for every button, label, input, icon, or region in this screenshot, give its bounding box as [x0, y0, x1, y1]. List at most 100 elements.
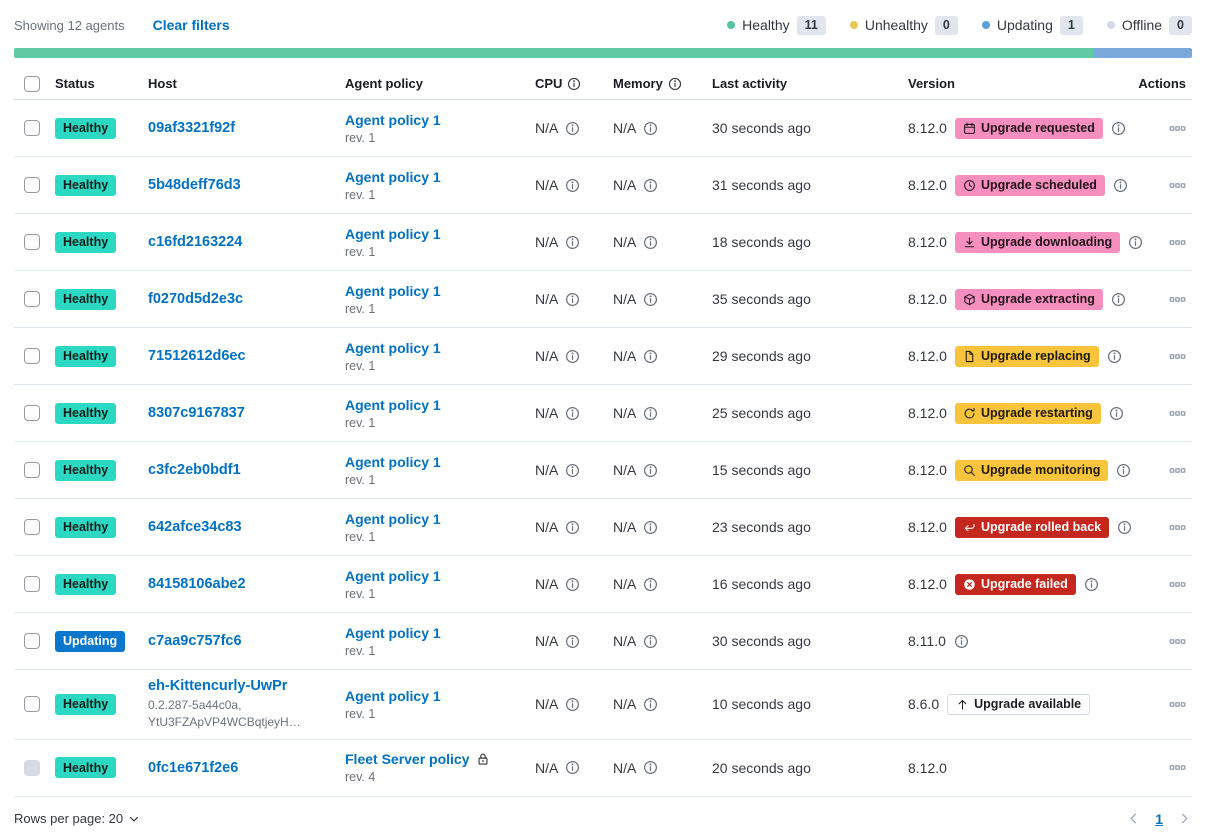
agent-policy-link[interactable]: Agent policy 1	[345, 453, 441, 470]
row-checkbox[interactable]	[24, 177, 40, 193]
agent-policy-link[interactable]: Agent policy 1	[345, 567, 441, 584]
actions-button[interactable]	[1169, 696, 1186, 713]
actions-button[interactable]	[1169, 348, 1186, 365]
info-icon[interactable]	[643, 520, 658, 535]
info-icon[interactable]	[643, 235, 658, 250]
table-header: Status Host Agent policy CPU Memory Last…	[14, 68, 1192, 100]
info-icon[interactable]	[643, 292, 658, 307]
version-info-icon[interactable]	[1107, 349, 1122, 364]
row-checkbox[interactable]	[24, 291, 40, 307]
row-checkbox[interactable]	[24, 576, 40, 592]
cpu-info-icon[interactable]	[567, 77, 581, 91]
version-info-icon[interactable]	[1084, 577, 1099, 592]
rows-per-page-button[interactable]: Rows per page: 20	[14, 811, 141, 826]
host-link[interactable]: 642afce34c83	[148, 519, 242, 535]
host-link[interactable]: c16fd2163224	[148, 234, 243, 250]
version-info-icon[interactable]	[1109, 406, 1124, 421]
actions-button[interactable]	[1169, 405, 1186, 422]
status-badge: Healthy	[55, 757, 117, 779]
info-icon[interactable]	[565, 577, 580, 592]
info-icon[interactable]	[565, 520, 580, 535]
host-link[interactable]: eh-Kittencurly-UwPr	[148, 678, 288, 694]
version-info-icon[interactable]	[1111, 121, 1126, 136]
host-link[interactable]: 8307c9167837	[148, 405, 245, 421]
actions-button[interactable]	[1169, 633, 1186, 650]
upgrade-status-badge: Upgrade replacing	[954, 345, 1099, 367]
agent-policy-link[interactable]: Agent policy 1	[345, 168, 441, 185]
version-info-icon[interactable]	[954, 634, 969, 649]
info-icon[interactable]	[643, 697, 658, 712]
host-link[interactable]: 84158106abe2	[148, 576, 246, 592]
host-link[interactable]: c3fc2eb0bdf1	[148, 462, 241, 478]
info-icon[interactable]	[643, 760, 658, 775]
actions-button[interactable]	[1169, 291, 1186, 308]
clear-filters-link[interactable]: Clear filters	[152, 17, 230, 33]
legend-item-updating[interactable]: Updating 1	[981, 15, 1083, 35]
previous-page-button[interactable]	[1126, 811, 1141, 826]
legend-item-offline[interactable]: Offline 0	[1106, 15, 1192, 35]
info-icon[interactable]	[565, 463, 580, 478]
row-checkbox[interactable]	[24, 405, 40, 421]
row-checkbox[interactable]	[24, 759, 40, 776]
info-icon[interactable]	[565, 178, 580, 193]
info-icon[interactable]	[643, 121, 658, 136]
agent-policy-link[interactable]: Agent policy 1	[345, 282, 441, 299]
row-checkbox[interactable]	[24, 120, 40, 136]
row-checkbox[interactable]	[24, 519, 40, 535]
agent-policy-link[interactable]: Fleet Server policy	[345, 751, 470, 768]
legend-item-unhealthy[interactable]: Unhealthy 0	[849, 15, 958, 35]
row-checkbox[interactable]	[24, 462, 40, 478]
info-icon[interactable]	[565, 292, 580, 307]
host-link[interactable]: 09af3321f92f	[148, 120, 236, 136]
info-icon[interactable]	[643, 178, 658, 193]
info-icon[interactable]	[565, 634, 580, 649]
version-info-icon[interactable]	[1128, 235, 1143, 250]
agent-policy-link[interactable]: Agent policy 1	[345, 510, 441, 527]
page-number-button[interactable]: 1	[1155, 810, 1163, 827]
host-link[interactable]: c7aa9c757fc6	[148, 633, 242, 649]
agent-policy-link[interactable]: Agent policy 1	[345, 111, 441, 128]
actions-button[interactable]	[1169, 576, 1186, 593]
next-page-button[interactable]	[1177, 811, 1192, 826]
version-info-icon[interactable]	[1111, 292, 1126, 307]
legend-item-healthy[interactable]: Healthy 11	[727, 15, 826, 35]
info-icon[interactable]	[565, 235, 580, 250]
info-icon[interactable]	[643, 406, 658, 421]
info-icon[interactable]	[643, 349, 658, 364]
memory-info-icon[interactable]	[668, 77, 682, 91]
info-icon[interactable]	[565, 121, 580, 136]
version-value: 8.12.0	[908, 759, 947, 776]
upgrade-badge-label: Upgrade replacing	[980, 349, 1091, 363]
info-icon[interactable]	[565, 406, 580, 421]
agent-policy-link[interactable]: Agent policy 1	[345, 687, 441, 704]
actions-button[interactable]	[1169, 462, 1186, 479]
select-all-checkbox[interactable]	[24, 75, 40, 92]
info-icon[interactable]	[565, 697, 580, 712]
info-icon[interactable]	[643, 577, 658, 592]
version-info-icon[interactable]	[1117, 520, 1132, 535]
info-icon[interactable]	[643, 463, 658, 478]
version-info-icon[interactable]	[1116, 463, 1131, 478]
info-icon[interactable]	[565, 760, 580, 775]
agent-policy-link[interactable]: Agent policy 1	[345, 339, 441, 356]
info-icon[interactable]	[643, 634, 658, 649]
info-icon[interactable]	[565, 349, 580, 364]
version-info-icon[interactable]	[1113, 178, 1128, 193]
host-link[interactable]: 0fc1e671f2e6	[148, 759, 239, 776]
upgrade-status-badge: Upgrade downloading	[954, 231, 1121, 253]
host-link[interactable]: 71512612d6ec	[148, 348, 246, 364]
host-link[interactable]: 5b48deff76d3	[148, 177, 241, 193]
row-checkbox[interactable]	[24, 234, 40, 250]
actions-button[interactable]	[1169, 234, 1186, 251]
actions-button[interactable]	[1169, 519, 1186, 536]
host-link[interactable]: f0270d5d2e3c	[148, 291, 244, 307]
actions-button[interactable]	[1169, 120, 1186, 137]
row-checkbox[interactable]	[24, 696, 40, 713]
agent-policy-link[interactable]: Agent policy 1	[345, 396, 441, 413]
agent-policy-link[interactable]: Agent policy 1	[345, 624, 441, 641]
actions-button[interactable]	[1169, 759, 1186, 776]
row-checkbox[interactable]	[24, 348, 40, 364]
row-checkbox[interactable]	[24, 633, 40, 649]
agent-policy-link[interactable]: Agent policy 1	[345, 225, 441, 242]
actions-button[interactable]	[1169, 177, 1186, 194]
